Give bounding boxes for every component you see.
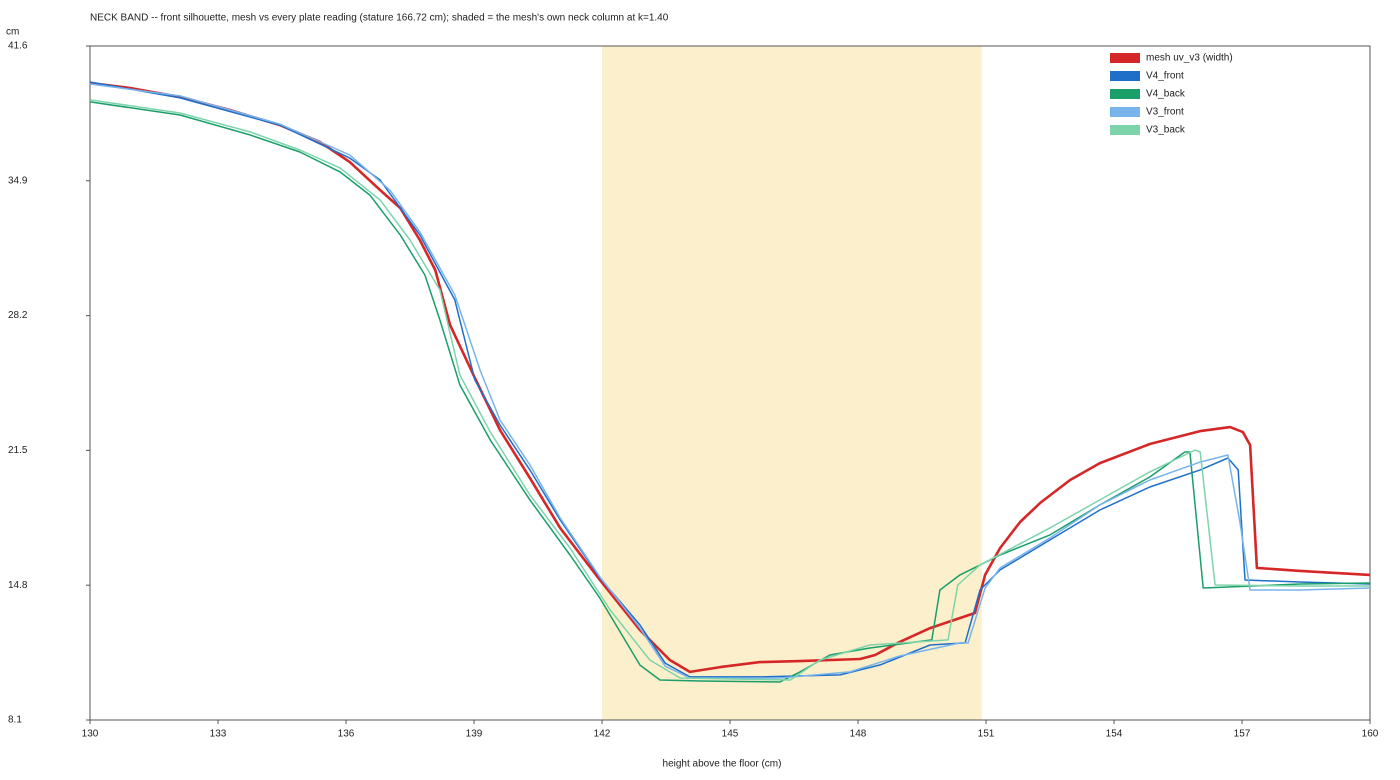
chart-title: NECK BAND -- front silhouette, mesh vs e… xyxy=(90,13,669,24)
series-line xyxy=(89,81,1371,678)
series-line xyxy=(89,101,1371,683)
legend-label: V4_back xyxy=(1146,89,1186,100)
legend-label: V3_front xyxy=(1146,107,1184,118)
series-line xyxy=(89,83,1371,679)
x-tick-label: 157 xyxy=(1234,729,1251,740)
x-tick-label: 139 xyxy=(466,729,483,740)
x-tick-label: 133 xyxy=(210,729,227,740)
y-tick-label: 41.6 xyxy=(8,41,28,52)
x-tick-label: 151 xyxy=(978,729,995,740)
x-tick-label: 142 xyxy=(594,729,611,740)
x-axis-label: height above the floor (cm) xyxy=(663,759,782,770)
x-tick-label: 145 xyxy=(722,729,739,740)
x-tick-label: 154 xyxy=(1106,729,1123,740)
y-tick-label: 34.9 xyxy=(8,175,28,186)
series-line xyxy=(89,81,1371,674)
y-tick-label: 28.2 xyxy=(8,310,28,321)
series-line xyxy=(89,99,1370,681)
y-axis-label: cm xyxy=(6,27,19,38)
legend-label: mesh uv_v3 (width) xyxy=(1146,53,1233,64)
legend-label: V3_back xyxy=(1146,125,1186,136)
x-tick-label: 136 xyxy=(338,729,355,740)
legend-label: V4_front xyxy=(1146,71,1184,82)
x-tick-label: 148 xyxy=(850,729,867,740)
y-tick-label: 14.8 xyxy=(8,580,28,591)
legend-swatch xyxy=(1110,107,1140,117)
legend-swatch xyxy=(1110,53,1140,63)
x-tick-label: 160 xyxy=(1362,729,1379,740)
y-tick-label: 21.5 xyxy=(8,445,28,456)
legend-swatch xyxy=(1110,125,1140,135)
y-tick-label: 8.1 xyxy=(8,715,22,726)
legend-swatch xyxy=(1110,71,1140,81)
x-tick-label: 130 xyxy=(82,729,99,740)
shaded-band xyxy=(602,46,982,720)
legend-swatch xyxy=(1110,89,1140,99)
